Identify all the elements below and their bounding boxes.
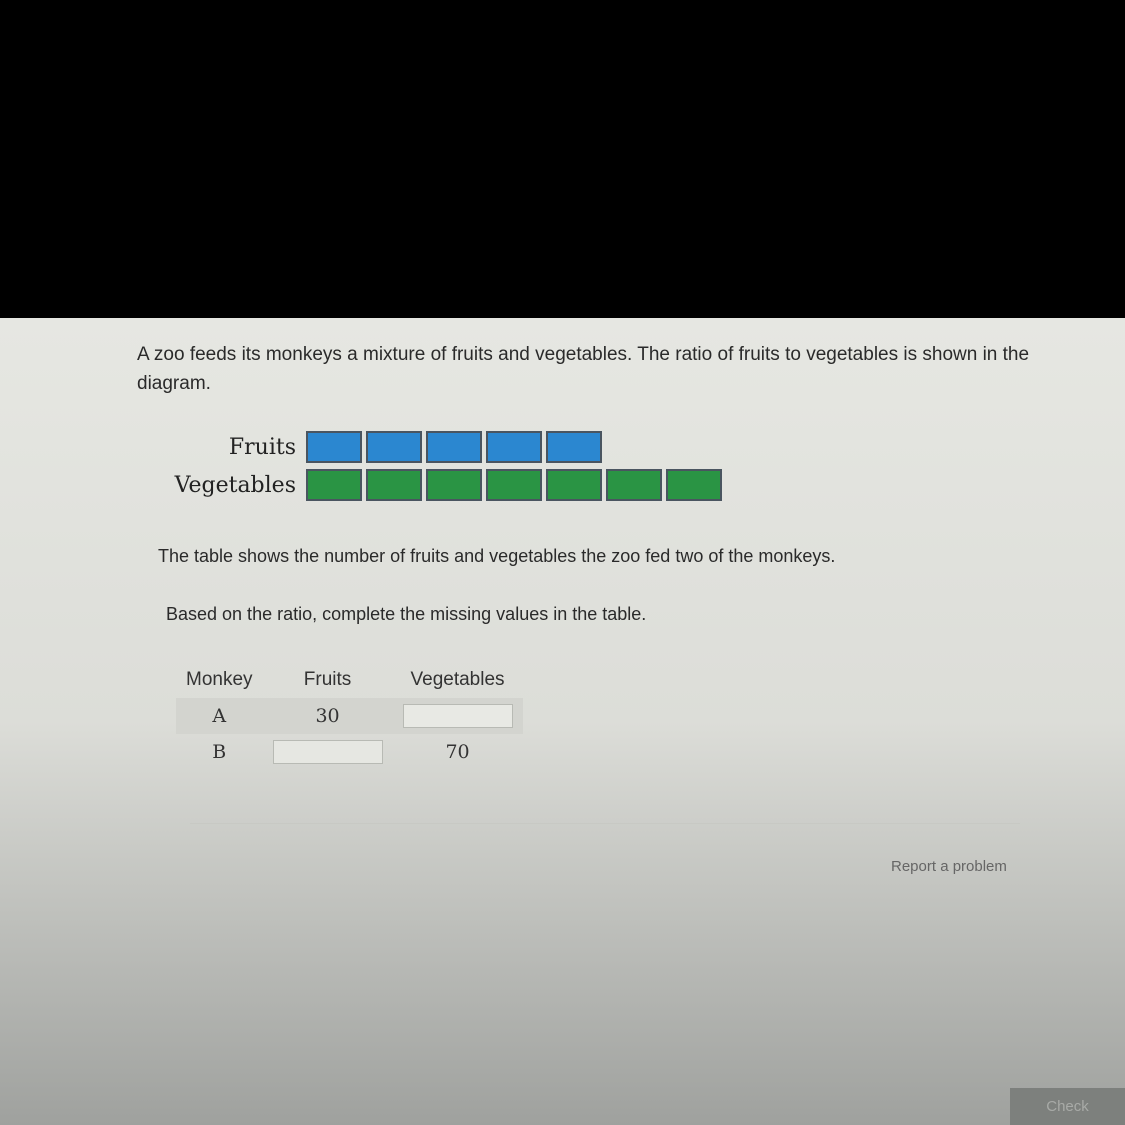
fruits-row: Fruits <box>170 428 726 466</box>
instruction: Based on the ratio, complete the missing… <box>166 604 647 624</box>
vegetables-label: Vegetables <box>174 472 296 498</box>
fruits-unit-box <box>546 431 602 463</box>
monkey-cell: B <box>212 741 227 763</box>
table-intro: The table shows the number of fruits and… <box>158 546 836 566</box>
fruits-label: Fruits <box>228 434 296 460</box>
fruits-unit-box <box>366 431 422 463</box>
vegetables-row: Vegetables <box>170 466 726 504</box>
header-fruits: Fruits <box>303 669 352 690</box>
fruits-unit-box <box>306 431 362 463</box>
header-vegetables: Vegetables <box>410 669 505 690</box>
fruits-cell: 30 <box>262 698 393 734</box>
table-row: A 30 <box>176 698 523 734</box>
ratio-diagram: Fruits Vegetables <box>170 428 726 504</box>
monkey-cell: A <box>176 698 263 734</box>
fruits-unit-box <box>426 431 482 463</box>
vegetables-unit-box <box>426 469 482 501</box>
report-problem-link[interactable]: Report a problem <box>891 858 1007 875</box>
divider <box>190 823 1020 824</box>
header-monkey: Monkey <box>186 669 253 690</box>
vegetables-input-a[interactable] <box>402 704 513 728</box>
screen: A zoo feeds its monkeys a mixture of fru… <box>0 318 1125 1125</box>
check-button[interactable]: Check <box>1010 1088 1125 1125</box>
vegetables-unit-box <box>366 469 422 501</box>
table-row: B 70 <box>176 734 523 770</box>
question-text: A zoo feeds its monkeys a mixture of fru… <box>137 344 1030 394</box>
vegetables-unit-box <box>666 469 722 501</box>
vegetables-cell: 70 <box>445 741 470 763</box>
ratio-table: Monkey Fruits Vegetables A 30 B 70 <box>176 662 523 770</box>
vegetables-unit-box <box>306 469 362 501</box>
vegetables-unit-box <box>546 469 602 501</box>
vegetables-unit-box <box>606 469 662 501</box>
vegetables-unit-box <box>486 469 542 501</box>
fruits-unit-box <box>486 431 542 463</box>
fruits-input-b[interactable] <box>272 740 383 764</box>
